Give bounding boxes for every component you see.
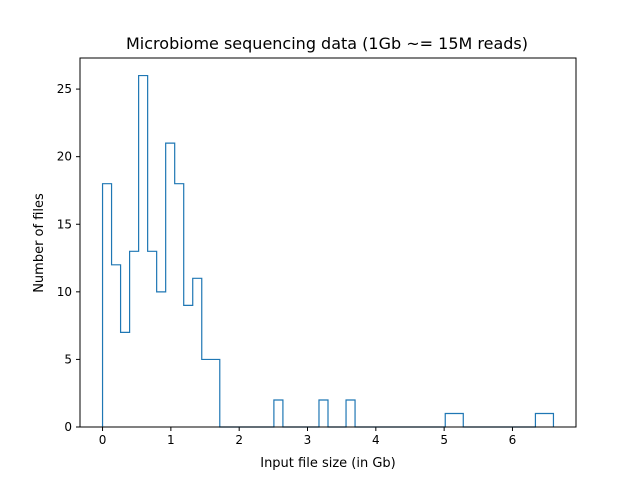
y-tick-label: 0 <box>64 420 72 434</box>
x-tick-label: 4 <box>372 433 380 447</box>
y-tick-label: 25 <box>57 82 72 96</box>
plot-frame <box>79 57 577 428</box>
chart-title: Microbiome sequencing data (1Gb ~= 15M r… <box>126 34 528 53</box>
y-axis-label: Number of files <box>32 193 47 293</box>
x-tick-label: 6 <box>509 433 517 447</box>
y-tick-label: 10 <box>57 285 72 299</box>
x-tick-label: 0 <box>99 433 107 447</box>
x-tick-label: 3 <box>304 433 312 447</box>
x-tick-label: 2 <box>235 433 243 447</box>
x-tick-label: 5 <box>440 433 448 447</box>
histogram-step-outline <box>101 74 555 428</box>
y-tick-label: 5 <box>64 352 72 366</box>
y-tick-label: 15 <box>57 217 72 231</box>
x-axis-label: Input file size (in Gb) <box>260 456 396 471</box>
axis-ticks: 0 1 2 3 4 5 6 0 5 10 15 20 25 <box>57 82 517 447</box>
y-tick-label: 20 <box>57 150 72 164</box>
x-tick-label: 1 <box>167 433 175 447</box>
